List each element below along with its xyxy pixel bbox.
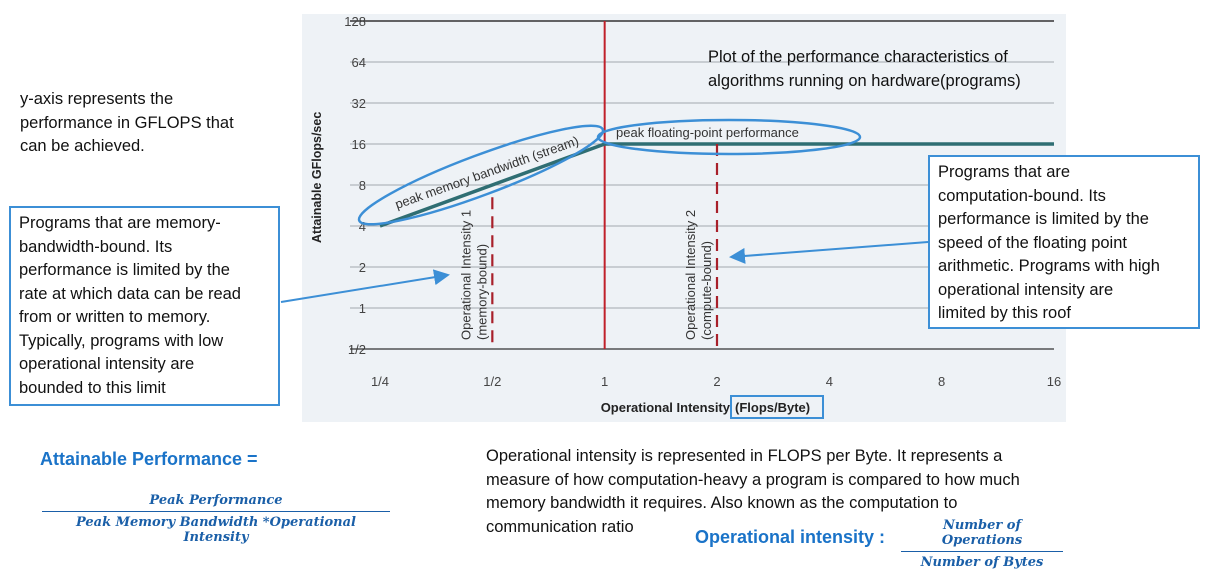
operational-intensity-fraction: Number of Operations Number of Bytes — [901, 518, 1063, 570]
x-tick-label: 1 — [601, 374, 608, 389]
memory-bound-callout: Programs that are memory- bandwidth-boun… — [9, 206, 280, 406]
x-axis-label: Operational Intensity — [601, 400, 731, 415]
memory-roof-highlight-ellipse — [357, 124, 605, 226]
memory-roof-label: peak memory bandwidth (stream) — [393, 133, 581, 212]
attainable-performance-label: Attainable Performance = — [40, 449, 258, 469]
x-tick-label: 1/2 — [483, 374, 501, 389]
operational-intensity-denominator: Number of Bytes — [901, 551, 1063, 570]
operational-intensity-sublabel: (compute-bound) — [699, 241, 714, 340]
attainable-performance-denominator: Peak Memory Bandwidth *Operational Inten… — [42, 511, 390, 545]
operational-intensity-numerator: Number of Operations — [941, 518, 1023, 548]
y-axis-label: Attainable GFlops/sec — [310, 112, 324, 243]
operational-intensity-formula-label: Operational intensity : — [695, 527, 886, 547]
x-tick-label: 2 — [713, 374, 720, 389]
x-tick-label: 4 — [826, 374, 833, 389]
y-tick-label: 128 — [344, 14, 366, 29]
y-tick-label: 64 — [352, 55, 366, 70]
y-tick-label: 1 — [359, 301, 366, 316]
compute-callout-arrow — [729, 241, 929, 264]
x-tick-label: 16 — [1047, 374, 1061, 389]
x-axis-unit-highlight-box — [730, 395, 824, 419]
x-tick-label: 1/4 — [371, 374, 389, 389]
y-axis-note: y-axis represents the performance in GFL… — [20, 90, 234, 155]
y-tick-label: 32 — [352, 96, 366, 111]
y-tick-label: 2 — [359, 260, 366, 275]
y-tick-label: 8 — [359, 178, 366, 193]
operational-intensity-sublabel: (memory-bound) — [474, 244, 489, 340]
attainable-performance-numerator: Peak Performance — [149, 493, 283, 508]
compute-roof-label: peak floating-point performance — [616, 125, 799, 140]
plot-description: Plot of the performance characteristics … — [708, 48, 1021, 90]
memory-callout-arrow — [280, 269, 450, 303]
operational-intensity-label: Operational Intensity 1 — [458, 210, 473, 340]
x-tick-label: 8 — [938, 374, 945, 389]
operational-intensity-description: Operational intensity is represented in … — [486, 447, 1020, 536]
roofline-curve — [379, 142, 1054, 228]
compute-bound-callout: Programs that are computation-bound. Its… — [928, 155, 1200, 329]
compute-roof-highlight-ellipse — [596, 118, 862, 156]
operational-intensity-label: Operational Intensity 2 — [683, 210, 698, 340]
y-tick-label: 4 — [359, 219, 366, 234]
attainable-performance-fraction: Peak Performance Peak Memory Bandwidth *… — [42, 493, 390, 545]
y-tick-label: 16 — [352, 137, 366, 152]
x-axis-unit-label: (Flops/Byte) — [735, 400, 810, 415]
